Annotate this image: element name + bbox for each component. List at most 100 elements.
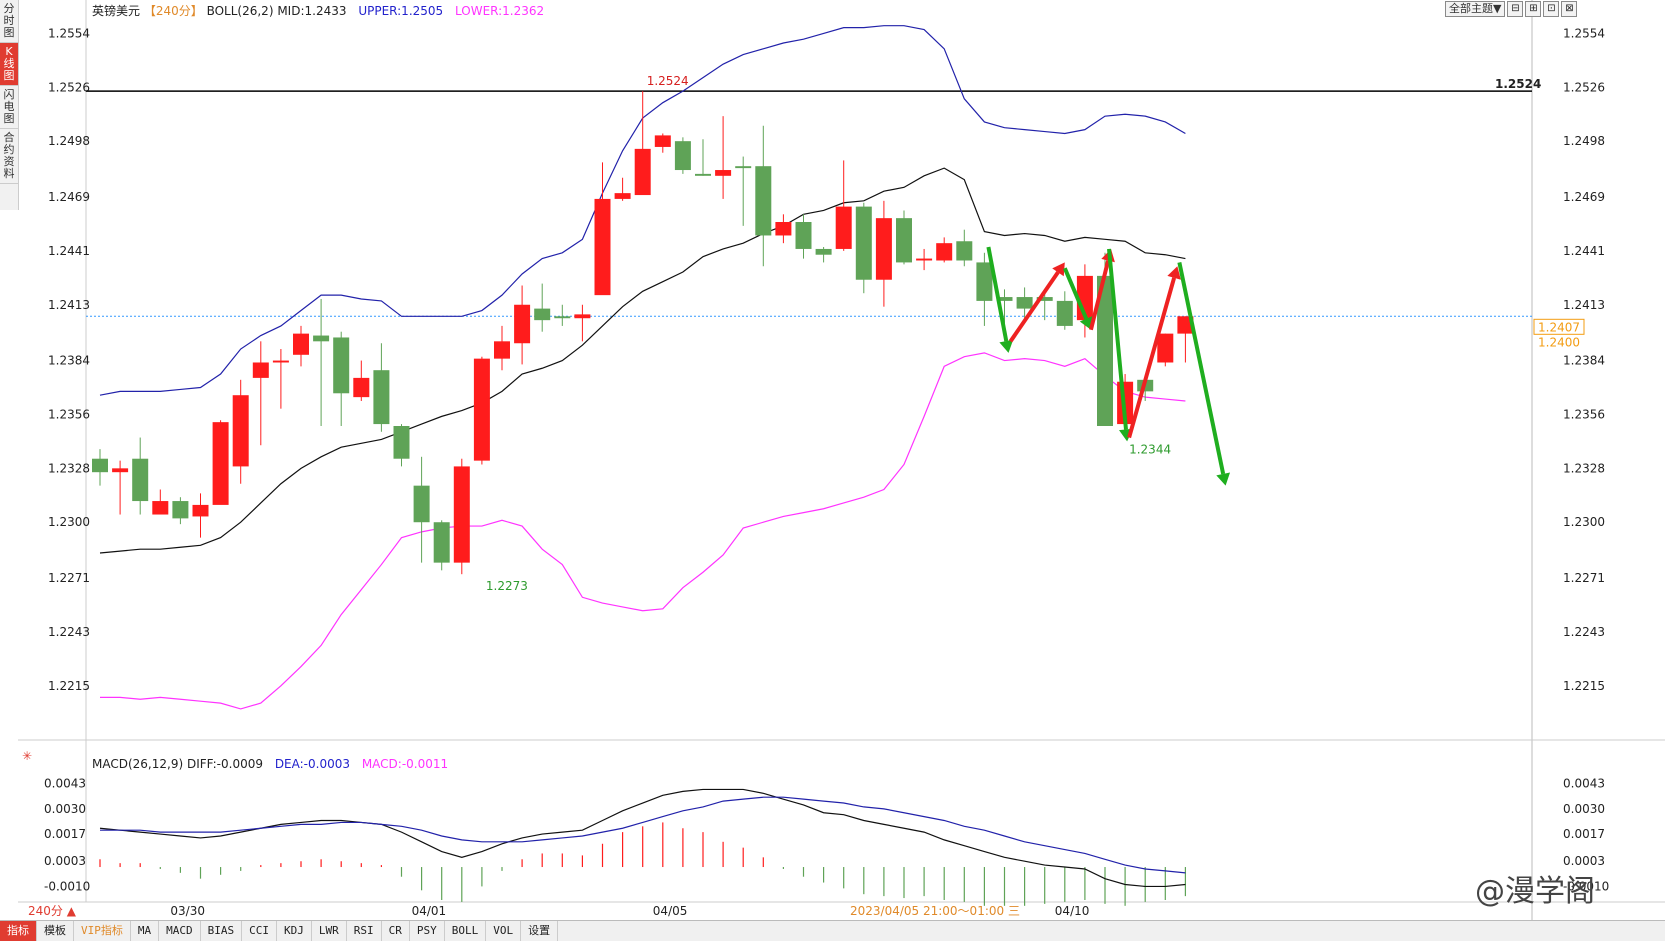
candle-body	[835, 206, 852, 249]
watermark: @漫学阁	[1475, 874, 1595, 909]
tab-vol[interactable]: VOL	[486, 921, 522, 941]
price-tick-label-left: 1.2469	[48, 190, 90, 204]
boll-mid-line	[99, 167, 1186, 554]
macd-tick-label-right: 0.0017	[1563, 827, 1605, 841]
price-tick-label-left: 1.2498	[48, 134, 90, 148]
price-tick-label-left: 1.2441	[48, 244, 90, 258]
price-tick-label-right: 1.2384	[1563, 354, 1605, 368]
macd-title: MACD(26,12,9)	[92, 757, 184, 771]
price-tick-label-left: 1.2554	[48, 26, 90, 40]
price-annotation: 1.2344	[1129, 443, 1171, 457]
current-price-box	[1533, 318, 1585, 335]
price-tick-label-left: 1.2243	[48, 625, 90, 639]
candle-body	[896, 218, 912, 263]
tab-kdj[interactable]: KDJ	[277, 921, 312, 941]
macd-tick-label-left: 0.0043	[44, 777, 86, 791]
candle-body	[433, 522, 450, 563]
tab-bias[interactable]: BIAS	[201, 921, 243, 941]
macd-tick-label-left: 0.0003	[44, 854, 86, 868]
restore-icon[interactable]: ⊡	[1543, 1, 1560, 17]
tab-templates[interactable]: 模板	[37, 921, 74, 941]
date-tick-label: 04/10	[1055, 904, 1090, 918]
arrow-head	[999, 339, 1014, 353]
macd-tick-label-right: 0.0043	[1563, 777, 1605, 791]
tab-indicators[interactable]: 指标	[0, 921, 37, 941]
period-selector[interactable]: 240分 ▲	[28, 904, 76, 918]
candle-body	[916, 258, 933, 261]
candle-body	[172, 501, 189, 519]
tab-psy[interactable]: PSY	[410, 921, 445, 941]
candle-body	[112, 468, 129, 473]
price-tick-label-right: 1.2356	[1563, 407, 1605, 421]
boll-label: BOLL(26,2)	[206, 4, 274, 18]
close-icon[interactable]: ⊠	[1561, 1, 1578, 17]
price-tick-label-left: 1.2300	[48, 515, 90, 529]
chart-canvas[interactable]: 1.2554 1.2554 1.2526 1.2526 1.2498 1.2498 1.24…	[0, 0, 1665, 920]
theme-dropdown[interactable]: 全部主题▼	[1445, 1, 1506, 17]
candle-body	[775, 222, 792, 236]
layout-icon[interactable]: ⊞	[1525, 1, 1542, 17]
tab-boll[interactable]: BOLL	[445, 921, 487, 941]
trend-arrow-up	[1127, 277, 1177, 439]
trend-arrow-up	[1088, 260, 1111, 331]
tab-rsi[interactable]: RSI	[347, 921, 382, 941]
tab-kline[interactable]: K线图	[0, 43, 18, 86]
crosshair-time-label: 2023/04/05 21:00～01:00 三	[850, 904, 1020, 918]
macd-tick-label-right: 0.0030	[1563, 802, 1605, 816]
boll-lower-line	[100, 352, 1186, 710]
price-tick-label-left: 1.2413	[48, 298, 90, 312]
period-label: 【240分】	[143, 4, 203, 18]
price-tick-label-left: 1.2271	[48, 571, 90, 585]
candle-body	[333, 337, 350, 394]
candle-body	[594, 198, 611, 296]
candle-body	[1056, 300, 1073, 326]
tab-macd[interactable]: MACD	[159, 921, 201, 941]
tab-settings[interactable]: 设置	[521, 921, 559, 941]
candle-body	[373, 370, 390, 425]
tab-ma[interactable]: MA	[131, 921, 160, 941]
candle-body	[192, 504, 209, 517]
macd-hist-value: MACD:-0.0011	[361, 757, 449, 771]
price-tick-label-right: 1.2243	[1563, 625, 1605, 639]
candle-body	[1016, 297, 1033, 309]
arrow-head	[1216, 472, 1231, 486]
macd-dea-value: DEA:-0.0003	[274, 757, 350, 771]
price-tick-label-right: 1.2413	[1563, 298, 1605, 312]
candle-body	[232, 395, 249, 467]
candle-body	[654, 135, 671, 147]
candle-body	[534, 308, 551, 321]
candle-body	[936, 243, 953, 261]
price-tick-label-left: 1.2356	[48, 407, 90, 421]
macd-tick-label-left: 0.0030	[44, 802, 86, 816]
candle-body	[956, 241, 973, 261]
tab-cr[interactable]: CR	[382, 921, 410, 941]
trend-arrow-down	[1062, 267, 1089, 320]
current-price-label: 1.2407	[1538, 320, 1580, 334]
boll-mid-value: MID:1.2433	[277, 4, 347, 18]
trend-arrow-down	[1107, 248, 1128, 430]
tab-vip-indicators[interactable]: VIP指标	[74, 921, 131, 941]
macd-tick-label-left: 0.0017	[44, 827, 86, 841]
price-tick-label-right: 1.2554	[1563, 26, 1605, 40]
candle-body	[976, 262, 993, 301]
arrow-head	[1167, 266, 1181, 280]
tab-contract-info[interactable]: 合约资料	[0, 129, 18, 184]
candle-body	[715, 170, 732, 176]
trend-arrow-down	[986, 246, 1009, 342]
trend-arrow-down	[1177, 262, 1226, 475]
price-tick-label-right: 1.2271	[1563, 571, 1605, 585]
tab-lwr[interactable]: LWR	[312, 921, 347, 941]
chart-header-legend: 英镑美元 【240分】 BOLL(26,2) MID:1.2433 UPPER:…	[92, 2, 544, 19]
candle-body	[1097, 275, 1113, 426]
price-tick-label-right: 1.2469	[1563, 190, 1605, 204]
macd-legend: MACD(26,12,9) DIFF:-0.0009 DEA:-0.0003 M…	[92, 757, 448, 771]
price-tick-label-right: 1.2328	[1563, 461, 1605, 475]
price-tick-label-right: 1.2526	[1563, 80, 1605, 94]
tab-timeshare[interactable]: 分时图	[0, 0, 18, 43]
tab-cci[interactable]: CCI	[242, 921, 277, 941]
minimize-icon[interactable]: ⊟	[1507, 1, 1524, 17]
candle-body	[494, 341, 510, 359]
candle-body	[755, 166, 772, 236]
tab-flash[interactable]: 闪电图	[0, 86, 18, 129]
macd-tick-label-left: -0.0010	[44, 879, 90, 893]
